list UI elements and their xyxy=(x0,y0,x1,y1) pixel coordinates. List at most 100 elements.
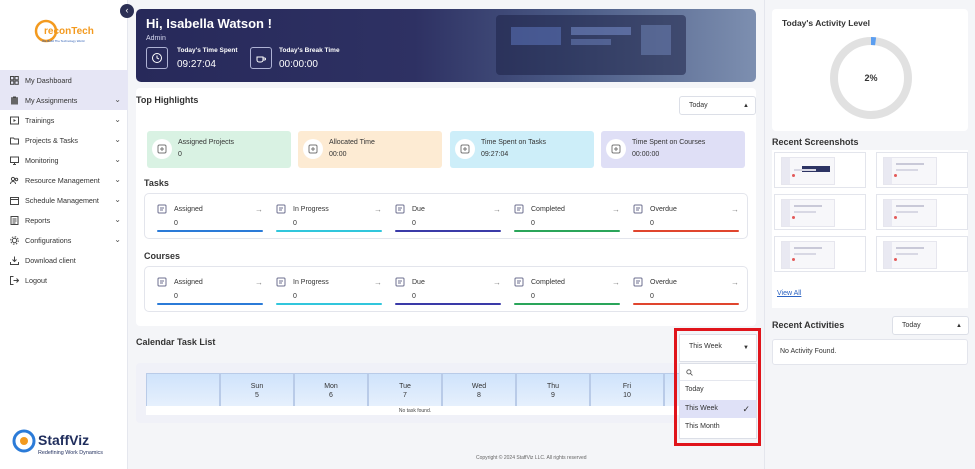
users-icon xyxy=(9,175,19,185)
screenshot-thumbnail[interactable] xyxy=(876,152,968,188)
sidebar-item-download-client[interactable]: Download client xyxy=(0,250,128,270)
courses-stat-assigned[interactable]: Assigned 0 → xyxy=(149,267,267,313)
arrow-right-icon[interactable]: → xyxy=(612,205,620,214)
calendar-table: Sun 5 Mon 6 Tue 7 Wed 8 Thu 9 Fri 10 xyxy=(146,373,684,411)
due-icon xyxy=(395,204,405,214)
screenshot-thumbnail[interactable] xyxy=(774,236,866,272)
stat-value: 0 xyxy=(412,220,416,227)
highlight-value: 0 xyxy=(178,151,182,158)
view-all-link[interactable]: View All xyxy=(777,290,802,297)
report-icon xyxy=(9,215,19,225)
stat-value: 0 xyxy=(293,220,297,227)
arrow-right-icon[interactable]: → xyxy=(731,278,739,287)
chevron-down-icon: ⌄ xyxy=(114,235,121,244)
highlights-filter-dropdown[interactable]: Today ▲ xyxy=(679,96,756,115)
screenshot-thumbnail[interactable] xyxy=(774,194,866,230)
courses-stat-in-progress[interactable]: In Progress 0 → xyxy=(268,267,386,313)
menu-option-this-month[interactable]: This Month xyxy=(680,418,756,437)
highlight-annotation-box xyxy=(674,328,761,446)
progress-icon xyxy=(276,204,286,214)
sidebar-item-schedule-management[interactable]: Schedule Management ⌄ xyxy=(0,190,128,210)
highlight-value: 00:00 xyxy=(329,151,347,158)
sidebar-item-label: Configurations xyxy=(25,235,72,245)
gear-icon xyxy=(9,235,19,245)
arrow-right-icon[interactable]: → xyxy=(493,205,501,214)
time-spent-label: Today's Time Spent xyxy=(177,47,238,54)
tasks-stat-assigned[interactable]: Assigned 0 → xyxy=(149,194,267,240)
stat-bar xyxy=(633,230,739,232)
menu-option-today[interactable]: Today xyxy=(680,381,756,400)
arrow-right-icon[interactable]: → xyxy=(731,205,739,214)
courses-stat-overdue[interactable]: Overdue 0 → xyxy=(625,267,743,313)
arrow-right-icon[interactable]: → xyxy=(493,278,501,287)
courses-stat-completed[interactable]: Completed 0 → xyxy=(506,267,624,313)
play-icon xyxy=(9,115,19,125)
screenshot-thumbnail[interactable] xyxy=(876,236,968,272)
sidebar-item-my-assignments[interactable]: My Assignments ⌄ xyxy=(0,90,128,110)
tasks-stat-in-progress[interactable]: In Progress 0 → xyxy=(268,194,386,240)
stat-bar xyxy=(395,230,501,232)
chevron-down-icon: ⌄ xyxy=(114,195,121,204)
collapse-sidebar-button[interactable]: ‹ xyxy=(120,4,134,18)
stat-label: Due xyxy=(412,206,425,213)
calendar-range-dropdown[interactable]: This Week ▼ xyxy=(679,334,757,362)
calendar-day-name: Tue xyxy=(399,383,411,390)
sidebar-item-configurations[interactable]: Configurations ⌄ xyxy=(0,230,128,250)
menu-option-label: Today xyxy=(685,386,704,393)
calendar-day-date: 9 xyxy=(551,392,555,399)
screenshots-grid xyxy=(772,150,968,308)
stat-value: 0 xyxy=(650,220,654,227)
sidebar-item-label: Reports xyxy=(25,215,51,225)
arrow-right-icon[interactable]: → xyxy=(374,205,382,214)
calendar-day-date: 8 xyxy=(477,392,481,399)
menu-search[interactable] xyxy=(680,364,756,381)
stat-bar xyxy=(157,230,263,232)
sidebar-item-logout[interactable]: Logout xyxy=(0,270,128,290)
stat-value: 0 xyxy=(293,293,297,300)
activities-filter-dropdown[interactable]: Today ▲ xyxy=(892,316,969,335)
arrow-right-icon[interactable]: → xyxy=(255,278,263,287)
stat-label: Overdue xyxy=(650,206,677,213)
chevron-down-icon: ⌄ xyxy=(114,175,121,184)
calendar-day-date: 7 xyxy=(403,392,407,399)
tasks-stat-completed[interactable]: Completed 0 → xyxy=(506,194,624,240)
folder-icon xyxy=(9,135,19,145)
checkmark-icon: ✓ xyxy=(742,403,750,414)
arrow-right-icon[interactable]: → xyxy=(374,278,382,287)
highlight-card: Time Spent on Tasks 09:27:04 xyxy=(450,131,594,168)
highlight-card: Assigned Projects 0 xyxy=(147,131,291,168)
calendar-day-name: Sun xyxy=(250,383,264,390)
sidebar-item-trainings[interactable]: Trainings ⌄ xyxy=(0,110,128,130)
screenshot-thumbnail[interactable] xyxy=(774,152,866,188)
sidebar-item-projects-tasks[interactable]: Projects & Tasks ⌄ xyxy=(0,130,128,150)
stat-bar xyxy=(276,230,382,232)
tasks-stat-overdue[interactable]: Overdue 0 → xyxy=(625,194,743,240)
arrow-right-icon[interactable]: → xyxy=(612,278,620,287)
courses-stat-due[interactable]: Due 0 → xyxy=(387,267,505,313)
stat-label: Assigned xyxy=(174,279,203,286)
chevron-down-icon: ⌄ xyxy=(114,115,121,124)
caret-up-icon: ▲ xyxy=(743,102,749,109)
brand-bottom-text: StaffViz xyxy=(38,432,89,448)
sidebar-item-reports[interactable]: Reports ⌄ xyxy=(0,210,128,230)
clipboard-icon xyxy=(9,95,19,105)
user-role: Admin xyxy=(146,35,166,42)
stat-label: Due xyxy=(412,279,425,286)
calendar-day-header: Thu 9 xyxy=(516,373,590,407)
screenshot-thumbnail[interactable] xyxy=(876,194,968,230)
calendar-day-date: 6 xyxy=(329,392,333,399)
overdue-icon xyxy=(633,204,643,214)
calendar-day-name: Thu xyxy=(546,383,560,390)
tasks-stat-due[interactable]: Due 0 → xyxy=(387,194,505,240)
menu-option-this-week[interactable]: This Week ✓ xyxy=(680,399,756,418)
arrow-right-icon[interactable]: → xyxy=(255,205,263,214)
calendar-day-name: Wed xyxy=(471,383,487,390)
course-time-icon xyxy=(606,139,626,159)
brand-top-text: reconTech xyxy=(44,26,94,37)
highlights-filter-value: Today xyxy=(689,102,708,109)
calendar-day-header: Wed 8 xyxy=(442,373,516,407)
menu-option-label: This Week xyxy=(685,404,718,412)
sidebar-item-monitoring[interactable]: Monitoring ⌄ xyxy=(0,150,128,170)
sidebar-item-my-dashboard[interactable]: My Dashboard xyxy=(0,70,128,90)
sidebar-item-resource-management[interactable]: Resource Management ⌄ xyxy=(0,170,128,190)
